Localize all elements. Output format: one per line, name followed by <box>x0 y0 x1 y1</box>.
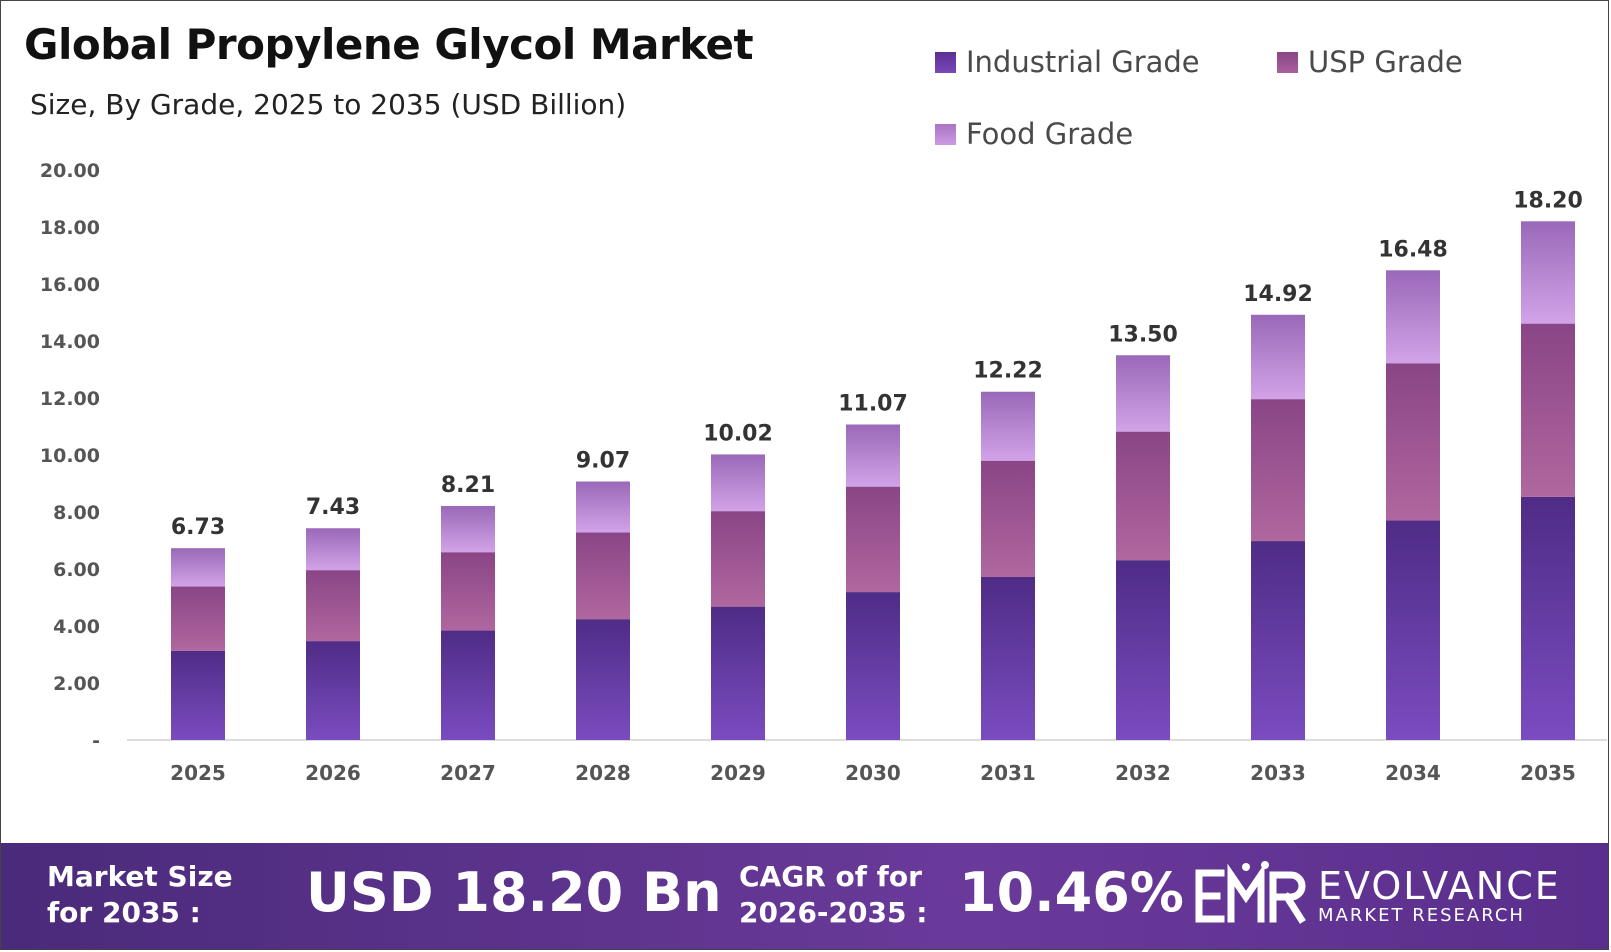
legend-label-usp-grade: USP Grade <box>1308 45 1463 79</box>
bar-usp-grade-2034 <box>1386 363 1440 521</box>
emr-logo-icon <box>1195 861 1306 924</box>
y-tick-label: 18.00 <box>40 217 100 239</box>
bar-food-grade-2027 <box>441 506 495 553</box>
bar-industrial-grade-2032 <box>1116 560 1170 740</box>
legend-item-food-grade: Food Grade <box>935 117 1133 151</box>
legend-label-industrial-grade: Industrial Grade <box>966 45 1200 79</box>
bar-usp-grade-2032 <box>1116 431 1170 561</box>
bar-industrial-grade-2033 <box>1251 541 1305 740</box>
market-size-value: USD 18.20 Bn <box>306 861 722 924</box>
bar-usp-grade-2028 <box>576 532 630 620</box>
y-tick-label: - <box>92 730 100 752</box>
y-tick-label: 12.00 <box>40 388 100 410</box>
x-tick-label: 2034 <box>1385 761 1441 785</box>
bar-total-label: 16.48 <box>1378 237 1448 262</box>
bar-total-label: 12.22 <box>973 359 1043 384</box>
bar-food-grade-2028 <box>576 481 630 533</box>
y-tick-label: 6.00 <box>53 559 100 581</box>
brand-subtitle: MARKET RESEARCH <box>1318 905 1525 926</box>
bar-food-grade-2030 <box>846 424 900 487</box>
summary-footer: Market Size for 2035 : USD 18.20 Bn CAGR… <box>1 843 1608 949</box>
bar-industrial-grade-2029 <box>711 606 765 740</box>
bar-food-grade-2025 <box>171 548 225 587</box>
y-tick-label: 8.00 <box>53 502 100 524</box>
x-tick-label: 2029 <box>710 761 766 785</box>
legend-item-usp-grade: USP Grade <box>1277 45 1463 79</box>
bar-usp-grade-2030 <box>846 486 900 593</box>
bar-industrial-grade-2025 <box>171 650 225 740</box>
y-tick-label: 2.00 <box>53 673 100 695</box>
bar-industrial-grade-2028 <box>576 619 630 740</box>
x-tick-label: 2030 <box>845 761 901 785</box>
bar-industrial-grade-2026 <box>306 641 360 740</box>
stacked-bar-chart: - 2.00 4.00 6.00 8.00 10.00 12.00 14.00 16.00 18.… <box>40 160 1607 785</box>
bar-total-label: 10.02 <box>703 421 773 446</box>
y-tick-label: 20.00 <box>40 160 100 182</box>
x-tick-label: 2026 <box>305 761 361 785</box>
y-tick-label: 16.00 <box>40 274 100 296</box>
bar-total-label: 18.20 <box>1513 188 1583 213</box>
bar-total-label: 14.92 <box>1243 282 1313 307</box>
x-tick-label: 2031 <box>980 761 1036 785</box>
bar-usp-grade-2033 <box>1251 399 1305 542</box>
bar-total-label: 6.73 <box>171 515 225 540</box>
brand-logo: EVOLVANCE MARKET RESEARCH <box>1191 861 1561 931</box>
bar-usp-grade-2025 <box>171 586 225 651</box>
legend-swatch-food-grade <box>935 123 956 145</box>
x-tick-label: 2025 <box>170 761 226 785</box>
legend-swatch-industrial-grade <box>935 51 956 73</box>
bar-food-grade-2032 <box>1116 355 1170 432</box>
bar-usp-grade-2031 <box>981 460 1035 577</box>
bar-industrial-grade-2034 <box>1386 520 1440 740</box>
bar-industrial-grade-2031 <box>981 576 1035 740</box>
bar-usp-grade-2027 <box>441 552 495 631</box>
bar-food-grade-2029 <box>711 454 765 512</box>
chart-title: Global Propylene Glycol Market <box>24 20 754 69</box>
y-tick-label: 10.00 <box>40 445 100 467</box>
y-tick-label: 14.00 <box>40 331 100 353</box>
cagr-label-line-2: 2026-2035 : <box>739 896 928 929</box>
bar-usp-grade-2029 <box>711 511 765 607</box>
bar-industrial-grade-2027 <box>441 630 495 740</box>
cagr-label: CAGR of for 2026-2035 : <box>739 859 927 931</box>
market-size-label: Market Size for 2035 : <box>47 859 233 931</box>
bar-total-label: 13.50 <box>1108 322 1178 347</box>
chart-plot-area: - 2.00 4.00 6.00 8.00 10.00 12.00 14.00 16.00 18.… <box>40 160 1607 785</box>
bar-food-grade-2034 <box>1386 270 1440 364</box>
bar-food-grade-2026 <box>306 528 360 571</box>
bar-total-label: 11.07 <box>838 392 908 417</box>
x-tick-label: 2035 <box>1520 761 1576 785</box>
chart-subtitle: Size, By Grade, 2025 to 2035 (USD Billio… <box>30 88 627 121</box>
cagr-value: 10.46% <box>959 861 1184 924</box>
x-tick-label: 2032 <box>1115 761 1171 785</box>
bar-food-grade-2031 <box>981 391 1035 461</box>
bar-food-grade-2035 <box>1521 221 1575 324</box>
bar-total-label: 9.07 <box>576 449 630 474</box>
bar-industrial-grade-2030 <box>846 592 900 740</box>
bar-usp-grade-2026 <box>306 570 360 642</box>
bar-food-grade-2033 <box>1251 314 1305 400</box>
x-tick-label: 2028 <box>575 761 631 785</box>
market-size-label-line-1: Market Size <box>47 860 233 893</box>
y-tick-label: 4.00 <box>53 616 100 638</box>
bar-industrial-grade-2035 <box>1521 496 1575 740</box>
legend-swatch-usp-grade <box>1277 51 1298 73</box>
bar-total-label: 7.43 <box>306 495 360 520</box>
x-tick-label: 2027 <box>440 761 496 785</box>
cagr-label-line-1: CAGR of for <box>739 860 922 893</box>
bar-usp-grade-2035 <box>1521 323 1575 497</box>
x-tick-label: 2033 <box>1250 761 1306 785</box>
chart-legend: Industrial Grade USP Grade Food Grade <box>935 45 1575 165</box>
bar-total-label: 8.21 <box>441 473 495 498</box>
market-size-label-line-2: for 2035 : <box>47 896 201 929</box>
legend-label-food-grade: Food Grade <box>966 117 1134 151</box>
brand-name: EVOLVANCE <box>1318 864 1561 908</box>
legend-item-industrial-grade: Industrial Grade <box>935 45 1200 79</box>
